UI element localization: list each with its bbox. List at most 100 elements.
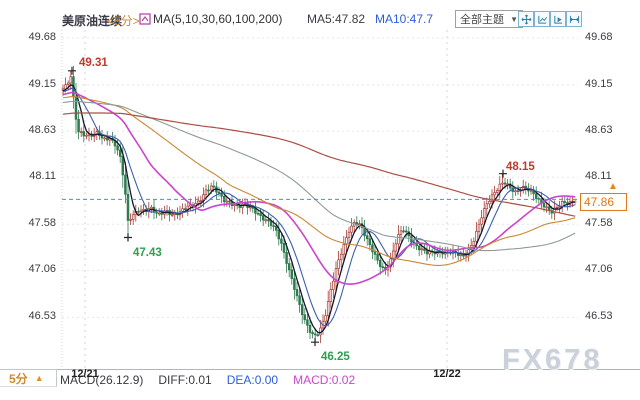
- current-price-badge: 47.86: [580, 193, 627, 211]
- x-axis-label: 12/21: [71, 368, 99, 380]
- candle-body: [477, 223, 481, 232]
- candle-body: [493, 192, 496, 196]
- y-axis-label-right: 48.63: [585, 124, 613, 137]
- y-axis-label-right: 49.68: [585, 31, 613, 43]
- y-axis-label-right: 47.58: [585, 217, 613, 230]
- y-axis-label-right: 46.53: [585, 310, 613, 323]
- candle-body: [61, 88, 65, 91]
- candle-body: [428, 251, 431, 255]
- candle-body: [137, 210, 140, 213]
- candle-body: [368, 238, 372, 246]
- candle-body: [563, 201, 567, 203]
- y-axis-label-right: 47.06: [585, 263, 613, 276]
- candle-body: [482, 208, 486, 219]
- candle-body: [155, 211, 158, 214]
- candle-body: [534, 193, 538, 199]
- theme-dropdown-label: 全部主题: [460, 14, 504, 26]
- y-axis-label-left: 49.68: [28, 31, 56, 43]
- candle-body: [365, 235, 369, 240]
- candle-body: [394, 243, 398, 252]
- candle-body: [209, 185, 213, 191]
- macd-value: MACD:0.02: [293, 373, 356, 387]
- y-axis-label-left: 46.53: [28, 310, 56, 323]
- candle-body: [378, 259, 382, 268]
- candle-body: [503, 182, 507, 185]
- candle-body: [480, 217, 483, 225]
- candle-body: [225, 200, 229, 203]
- candle-body: [142, 208, 145, 211]
- ma10-line: [62, 87, 576, 327]
- interval-label: 5分: [9, 371, 28, 386]
- candle-body: [116, 145, 119, 151]
- macd-settings-label[interactable]: MACD(26.12.9): [60, 373, 144, 387]
- interval-selector[interactable]: 5分 ▲: [0, 369, 57, 387]
- fit-width-icon[interactable]: [566, 11, 582, 27]
- y-axis-label-left: 47.58: [28, 217, 56, 230]
- play-forward-icon[interactable]: [550, 11, 566, 27]
- candle-body: [555, 206, 559, 209]
- candle-body: [397, 234, 400, 245]
- candle-body: [373, 251, 377, 255]
- macd-dea-value: DEA:0.00: [226, 373, 279, 387]
- candle-body: [196, 200, 200, 204]
- candle-body: [542, 202, 546, 208]
- candle-body: [423, 248, 426, 251]
- candle-body: [228, 200, 231, 203]
- y-axis-label-left: 48.63: [28, 124, 56, 137]
- line-chart-tool-icon[interactable]: [534, 11, 550, 27]
- candle-body: [66, 82, 70, 85]
- candle-body: [371, 244, 374, 253]
- candle-body: [339, 253, 343, 261]
- candle-body: [64, 84, 67, 90]
- indicator-settings-icon[interactable]: [139, 13, 151, 25]
- candle-body: [516, 190, 520, 193]
- ma5-value: MA5:47.82: [307, 12, 366, 26]
- candle-body: [77, 118, 80, 133]
- candle-body: [69, 76, 73, 84]
- candle-body: [295, 289, 299, 297]
- candle-body: [316, 334, 320, 337]
- candle-body: [282, 242, 286, 253]
- candle-body: [277, 229, 281, 240]
- candle-body: [300, 304, 304, 316]
- chevron-down-icon: ▼: [510, 14, 518, 24]
- candle-body: [183, 208, 187, 211]
- candle-body: [490, 194, 494, 202]
- extreme-marker-icon: [311, 338, 319, 347]
- candle-body: [425, 250, 429, 255]
- candle-body: [332, 280, 335, 290]
- candle-body: [118, 149, 122, 157]
- y-axis-label-left: 47.06: [28, 263, 56, 276]
- candle-body: [402, 230, 405, 233]
- candle-body: [420, 248, 424, 251]
- macd-indicator-row: MACD(26.12.9) DIFF:0.01 DEA:0.00 MACD:0.…: [60, 373, 355, 387]
- candle-body: [256, 212, 260, 215]
- candle-body: [324, 315, 327, 322]
- ma-settings-label: MA(5,10,30,60,100,200): [153, 12, 283, 26]
- candle-body: [280, 238, 283, 244]
- fit-width-glyph: [569, 15, 579, 23]
- candle-body: [404, 230, 408, 233]
- instrument-name: 美原油连续: [62, 14, 123, 28]
- pan-icon[interactable]: [518, 11, 534, 27]
- candle-body: [399, 230, 403, 235]
- candle-body: [285, 252, 288, 264]
- candle-body: [267, 219, 270, 222]
- candle-body: [74, 96, 78, 120]
- x-axis-label: 12/22: [433, 368, 461, 380]
- candle-body: [485, 203, 489, 210]
- candle-body: [495, 190, 499, 193]
- y-axis-label-left: 49.15: [28, 78, 56, 90]
- candle-body: [79, 131, 83, 133]
- candle-body: [287, 263, 291, 271]
- extreme-marker-icon: [499, 169, 507, 178]
- theme-dropdown[interactable]: 全部主题 ▼: [455, 10, 523, 28]
- candle-body: [259, 213, 262, 216]
- candle-body: [488, 201, 491, 205]
- candle-body: [337, 259, 340, 269]
- y-axis-label-left: 48.11: [29, 170, 56, 183]
- candle-body: [467, 249, 470, 256]
- candle-body: [126, 193, 130, 221]
